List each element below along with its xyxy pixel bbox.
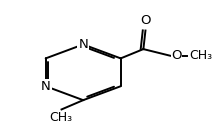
Text: CH₃: CH₃	[189, 49, 212, 62]
Text: O: O	[140, 14, 151, 27]
Text: CH₃: CH₃	[49, 111, 72, 124]
Text: O: O	[171, 49, 182, 62]
Text: N: N	[41, 80, 51, 93]
Text: N: N	[78, 38, 88, 51]
